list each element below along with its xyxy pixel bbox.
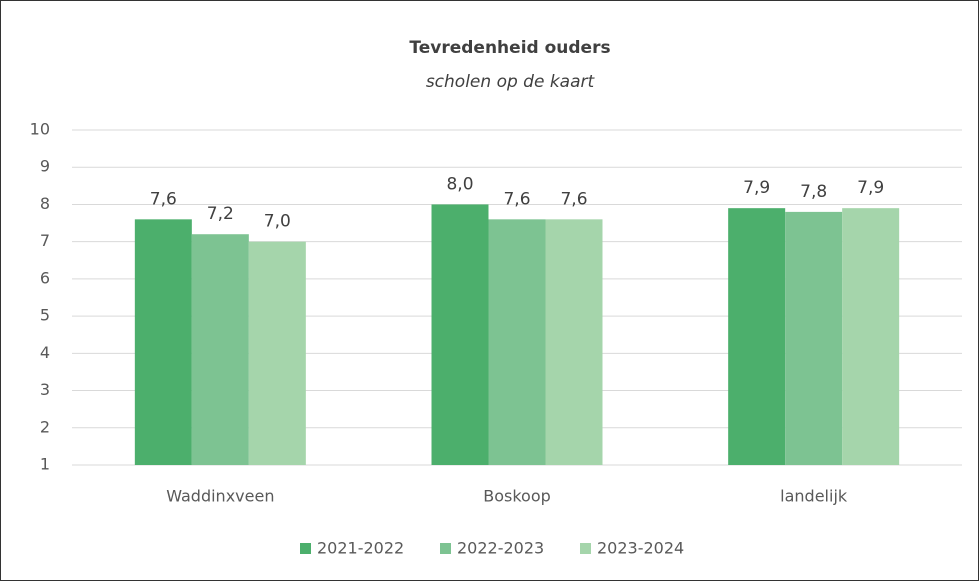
y-tick-label: 6: [40, 268, 50, 287]
y-tick-label: 9: [40, 157, 50, 176]
legend-swatch: [580, 543, 591, 554]
value-label: 7,6: [150, 189, 177, 209]
y-tick-label: 2: [40, 417, 50, 436]
bar: [191, 234, 249, 465]
chart-subtitle: scholen op de kaart: [426, 72, 596, 92]
y-tick-label: 10: [30, 120, 50, 139]
y-tick-label: 3: [40, 380, 50, 399]
legend-swatch: [440, 543, 451, 554]
bar: [134, 219, 192, 465]
legend-label: 2021-2022: [317, 539, 404, 558]
bar: [545, 219, 603, 465]
value-label: 7,9: [743, 178, 770, 198]
value-label: 7,9: [857, 178, 884, 198]
y-tick-label: 4: [40, 343, 50, 362]
y-tick-label: 8: [40, 194, 50, 213]
value-label: 7,6: [503, 189, 530, 209]
value-label: 7,6: [560, 189, 587, 209]
legend-swatch: [300, 543, 311, 554]
bar: [488, 219, 546, 465]
value-label: 7,0: [264, 212, 291, 232]
bar: [728, 208, 786, 465]
bar: [431, 204, 489, 465]
y-tick-label: 7: [40, 231, 50, 250]
value-label: 8,0: [446, 174, 473, 194]
chart-title: Tevredenheid ouders: [409, 38, 610, 58]
value-label: 7,8: [800, 182, 827, 202]
x-tick-label: Waddinxveen: [166, 487, 274, 506]
bar: [248, 241, 306, 465]
legend-label: 2022-2023: [457, 539, 544, 558]
y-tick-label: 1: [40, 455, 50, 474]
bar: [785, 211, 843, 465]
y-tick-label: 5: [40, 306, 50, 325]
value-label: 7,2: [207, 204, 234, 224]
bar: [842, 208, 900, 465]
x-tick-label: landelijk: [780, 487, 848, 506]
legend-label: 2023-2024: [597, 539, 684, 558]
x-tick-label: Boskoop: [483, 487, 551, 506]
